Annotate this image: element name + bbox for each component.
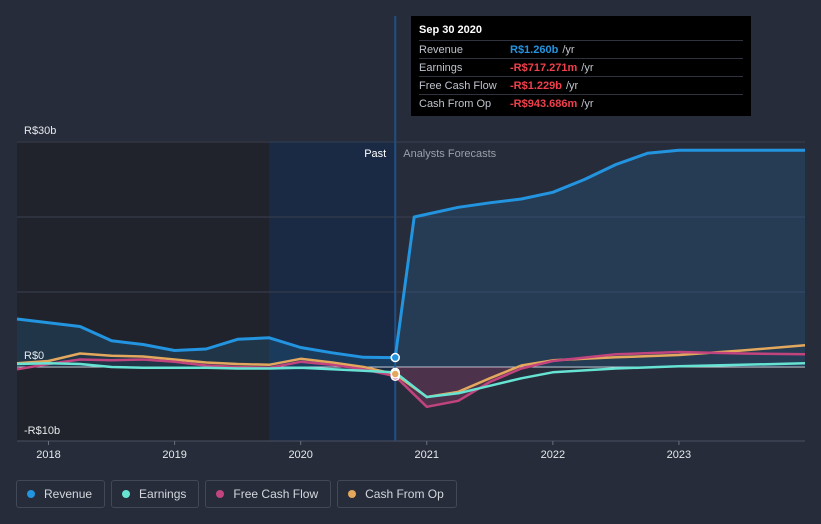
tooltip-row-free-cash-flow: Free Cash Flow -R$1.229b /yr — [419, 76, 743, 94]
past-label: Past — [364, 148, 386, 160]
tooltip-row-cash-from-op: Cash From Op -R$943.686m /yr — [419, 94, 743, 112]
tooltip-value: -R$943.686m — [510, 97, 578, 110]
y-tick-label: R$0 — [24, 350, 44, 362]
legend-item-free-cash-flow[interactable]: Free Cash Flow — [205, 480, 332, 508]
tooltip-date: Sep 30 2020 — [419, 24, 482, 36]
legend-dot-icon — [348, 490, 357, 498]
legend-item-revenue[interactable]: Revenue — [16, 480, 106, 508]
legend-label: Earnings — [139, 487, 187, 501]
tooltip-unit: /yr — [581, 61, 594, 74]
tooltip-label: Free Cash Flow — [419, 79, 497, 92]
tooltip-value: -R$1.229b — [510, 79, 562, 92]
point-marker — [390, 369, 400, 379]
legend-item-earnings[interactable]: Earnings — [111, 480, 200, 508]
series-line-revenue — [16, 148, 805, 360]
legend-dot-icon — [122, 490, 131, 498]
forecast-label: Analysts Forecasts — [403, 148, 496, 160]
x-tick-label: 2018 — [36, 449, 60, 461]
past-region-highlight — [269, 141, 396, 441]
x-tick-label: 2022 — [541, 449, 565, 461]
series-line-free-cash-flow — [16, 350, 806, 409]
tooltip-row-revenue: Revenue R$1.260b /yr — [419, 40, 743, 58]
past-region-dark — [17, 141, 270, 441]
point-marker — [390, 352, 400, 363]
legend-dot-icon — [27, 490, 35, 498]
legend-dot-icon — [216, 490, 225, 498]
y-tick-label: -R$10b — [24, 425, 60, 437]
tooltip-label: Cash From Op — [419, 97, 492, 110]
tooltip: Sep 30 2020 Revenue R$1.260b /yr Earning… — [411, 16, 751, 116]
tooltip-value: -R$717.271m — [510, 61, 578, 74]
tooltip-label: Revenue — [419, 43, 464, 56]
tooltip-row-earnings: Earnings -R$717.271m /yr — [419, 58, 743, 76]
series-line-earnings — [16, 362, 806, 399]
x-tick-label: 2020 — [288, 449, 312, 461]
tooltip-unit: /yr — [565, 79, 579, 92]
tooltip-value: R$1.260b — [510, 43, 559, 56]
revenue-area — [17, 150, 805, 367]
x-tick-label: 2019 — [162, 449, 186, 461]
x-tick-label: 2021 — [415, 449, 439, 461]
x-tick-label: 2023 — [667, 449, 691, 461]
legend-label: Revenue — [44, 487, 93, 501]
legend-label: Cash From Op — [365, 487, 444, 501]
legend-label: Free Cash Flow — [233, 487, 319, 501]
tooltip-unit: /yr — [581, 97, 594, 110]
tooltip-unit: /yr — [562, 43, 575, 56]
legend-item-cash-from-op[interactable]: Cash From Op — [337, 480, 457, 508]
tooltip-label: Earnings — [419, 61, 463, 74]
y-tick-label: R$30b — [24, 125, 56, 137]
legend: Revenue Earnings Free Cash Flow Cash Fro… — [16, 480, 457, 508]
